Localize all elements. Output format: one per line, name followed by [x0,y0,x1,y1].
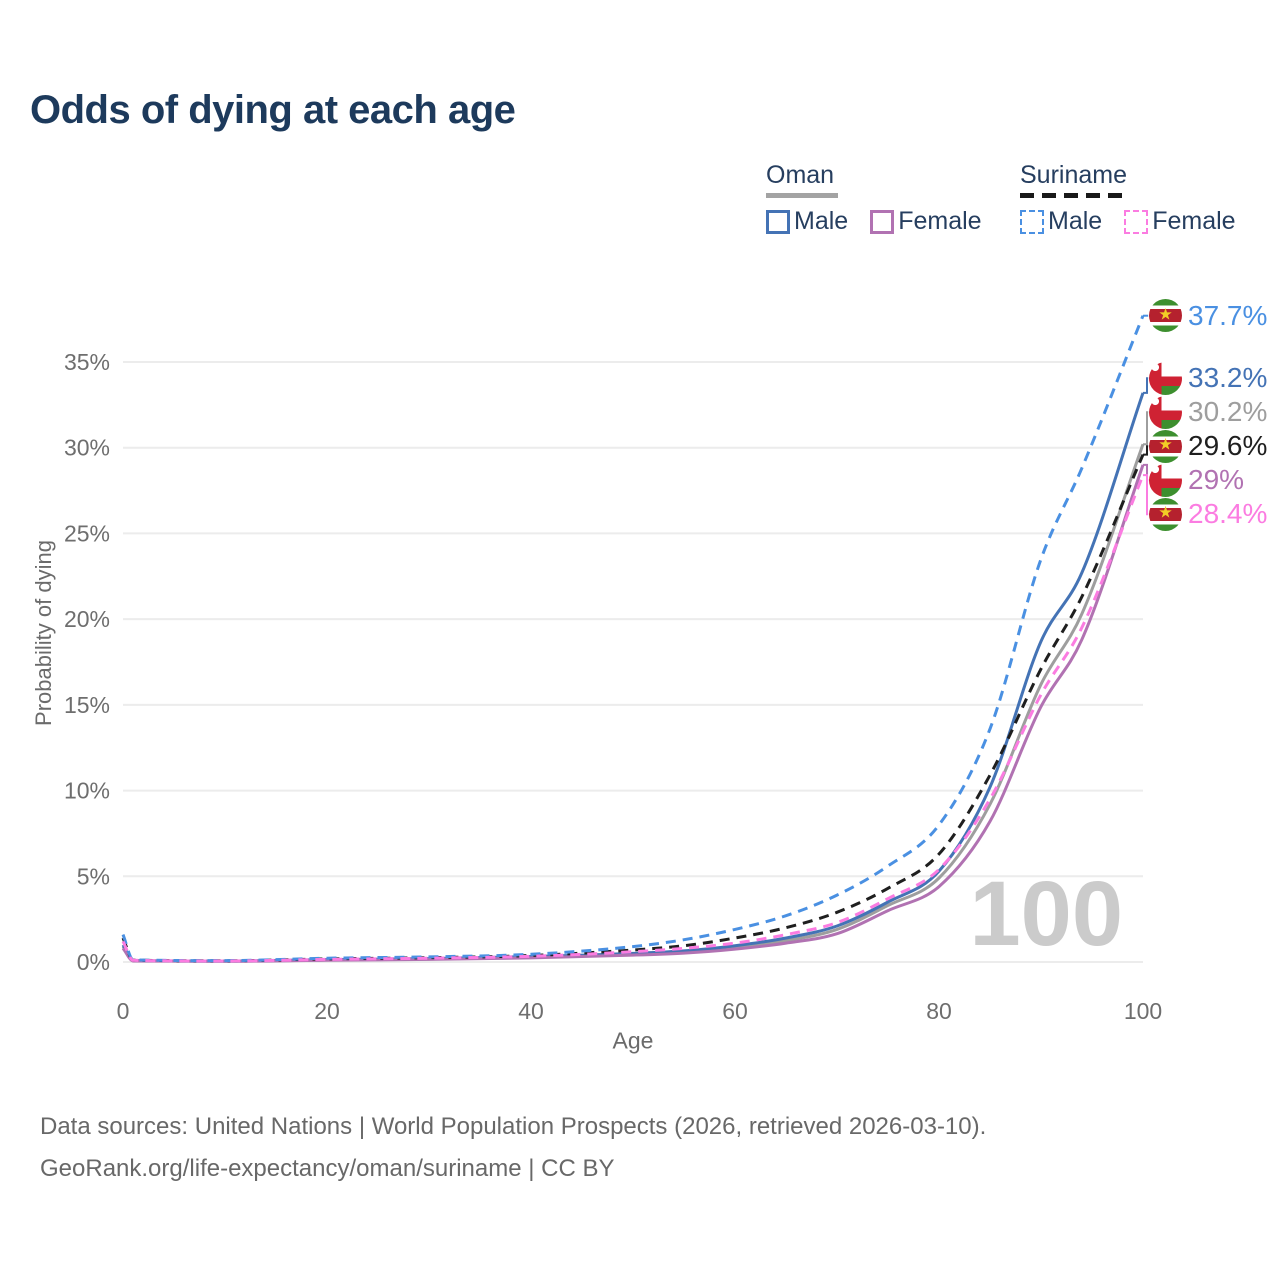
legend-title-suriname: Suriname [1020,161,1127,189]
y-tick-label: 0% [77,949,110,975]
end-label-connector [1143,411,1150,446]
star-icon: ★ [1158,504,1173,522]
y-tick-label: 25% [64,520,110,546]
legend-label-suriname-female[interactable]: Female [1152,207,1236,235]
series-line-suriname-total [121,454,1145,963]
page-title: Odds of dying at each age [30,88,516,132]
footer: Data sources: United Nations | World Pop… [40,1106,986,1190]
suriname-flag-icon: ★ [1149,429,1182,463]
series-line-oman-total [121,443,1145,963]
legend-label-oman-female[interactable]: Female [898,207,982,235]
x-tick-label: 0 [117,998,130,1024]
star-icon: ★ [1158,306,1173,324]
legend-swatch-oman-female[interactable] [870,209,895,234]
series-line-oman-female [121,464,1145,963]
chart-watermark-age: 100 [969,863,1124,965]
end-label-suriname-female: ★ 28.4% [1149,497,1268,531]
legend-line-sample-suriname [1020,193,1128,198]
x-tick-label: 100 [1124,998,1162,1024]
x-tick-label: 80 [926,998,952,1024]
legend-label-suriname-male[interactable]: Male [1048,207,1103,235]
y-tick-label: 10% [64,778,110,804]
legend-title-oman: Oman [766,161,835,189]
x-axis-title: Age [612,1027,654,1054]
series-line-suriname-male [121,315,1145,963]
oman-flag-icon [1149,463,1182,497]
series-end-value: 29% [1188,464,1245,496]
oman-flag-icon [1149,395,1182,429]
y-tick-label: 35% [64,349,110,375]
series-line-suriname-female [121,474,1145,963]
end-label-suriname-total: ★ 29.6% [1149,429,1268,463]
legend-label-oman-male[interactable]: Male [794,207,849,235]
y-tick-label: 20% [64,606,110,632]
oman-flag-icon [1149,361,1182,395]
end-label-connector [1143,377,1150,394]
legend-group-oman: Oman Male Female [766,161,982,236]
end-label-oman-male: 33.2% [1149,361,1268,395]
legend-group-suriname: Suriname Male Female [1020,161,1236,236]
y-tick-label: 15% [64,692,110,718]
x-tick-label: 20 [314,998,340,1024]
end-label-oman-female: 29% [1149,463,1245,497]
legend-swatch-suriname-female[interactable] [1124,209,1149,234]
x-tick-label: 40 [518,998,544,1024]
series-end-value: 33.2% [1188,362,1268,394]
end-label-connector [1143,463,1150,482]
x-tick-label: 60 [722,998,748,1024]
y-tick-label: 30% [64,435,110,461]
y-tick-label: 5% [77,863,110,889]
suriname-flag-icon: ★ [1149,497,1182,531]
end-label-connector [1143,445,1150,456]
y-axis-title: Probability of dying [31,540,56,726]
end-label-oman-total: 30.2% [1149,395,1268,429]
series-end-value: 37.7% [1188,299,1268,331]
suriname-flag-icon: ★ [1149,299,1182,333]
series-end-value: 28.4% [1188,498,1268,530]
footer-data-sources: Data sources: United Nations | World Pop… [40,1113,987,1140]
footer-attribution: GeoRank.org/life-expectancy/oman/surinam… [40,1155,615,1182]
star-icon: ★ [1158,436,1173,454]
legend-swatch-oman-male[interactable] [766,209,790,234]
legend-swatch-suriname-male[interactable] [1020,209,1044,234]
legend-line-sample-oman [766,193,838,198]
series-end-value: 30.2% [1188,396,1268,428]
end-label-suriname-male: ★ 37.7% [1149,299,1268,333]
series-end-value: 29.6% [1188,430,1268,462]
end-label-connector [1143,474,1150,516]
